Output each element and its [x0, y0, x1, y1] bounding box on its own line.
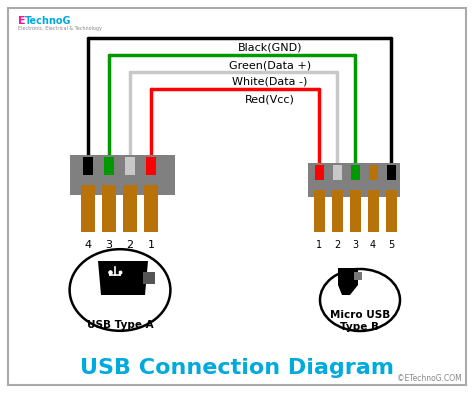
- Text: Black(GND): Black(GND): [238, 43, 302, 53]
- Text: White(Data -): White(Data -): [232, 77, 308, 87]
- Text: 3: 3: [352, 240, 358, 250]
- Text: TechnoG: TechnoG: [25, 16, 72, 26]
- Bar: [123, 185, 137, 232]
- Bar: [368, 190, 379, 232]
- Polygon shape: [98, 261, 148, 295]
- Bar: [125, 157, 135, 175]
- Text: ©ETechnoG.COM: ©ETechnoG.COM: [397, 374, 462, 383]
- Text: Type B: Type B: [340, 322, 380, 332]
- Bar: [386, 190, 397, 232]
- Bar: [315, 165, 324, 180]
- Bar: [146, 157, 156, 175]
- Text: 2: 2: [127, 240, 134, 250]
- Bar: [354, 272, 362, 280]
- Bar: [387, 165, 396, 180]
- Text: Electronic, Electrical & Technology: Electronic, Electrical & Technology: [18, 26, 102, 31]
- Bar: [143, 272, 155, 284]
- Text: Red(Vcc): Red(Vcc): [245, 94, 295, 104]
- Bar: [351, 165, 360, 180]
- Bar: [144, 185, 158, 232]
- Text: 5: 5: [388, 240, 394, 250]
- Polygon shape: [338, 268, 358, 295]
- Text: E: E: [18, 16, 26, 26]
- Bar: [369, 165, 378, 180]
- Text: Micro USB: Micro USB: [330, 310, 390, 320]
- FancyBboxPatch shape: [8, 8, 466, 385]
- Text: USB Type A: USB Type A: [87, 320, 153, 330]
- Bar: [314, 190, 325, 232]
- Bar: [104, 157, 114, 175]
- Bar: [350, 190, 361, 232]
- Text: USB Connection Diagram: USB Connection Diagram: [80, 358, 394, 378]
- Text: 3: 3: [106, 240, 112, 250]
- Bar: [83, 157, 93, 175]
- Text: 4: 4: [84, 240, 91, 250]
- Text: 4: 4: [370, 240, 376, 250]
- Bar: [70, 155, 175, 195]
- Bar: [102, 185, 116, 232]
- Text: Green(Data +): Green(Data +): [229, 60, 311, 70]
- Text: 1: 1: [316, 240, 322, 250]
- Bar: [81, 185, 95, 232]
- Bar: [333, 165, 342, 180]
- Text: 2: 2: [334, 240, 340, 250]
- Text: 1: 1: [147, 240, 155, 250]
- Bar: [332, 190, 343, 232]
- Bar: [308, 163, 400, 197]
